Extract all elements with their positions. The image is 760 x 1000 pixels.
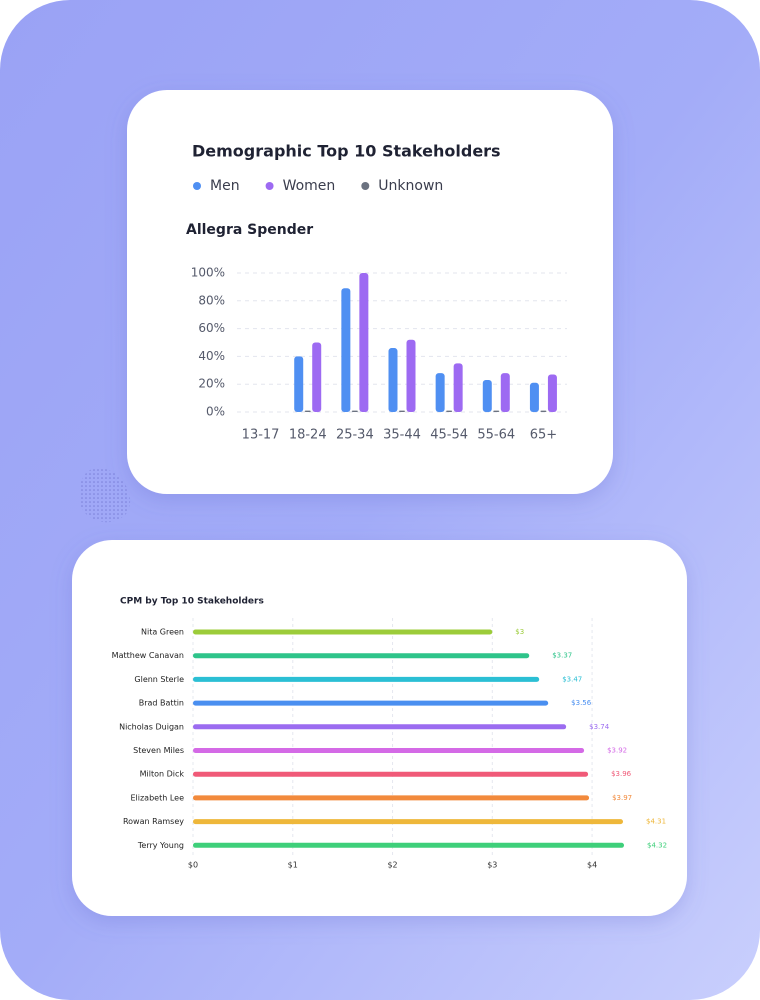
legend-marker: [193, 182, 201, 190]
y-tick-label: 0%: [206, 405, 225, 419]
bar: [482, 380, 492, 412]
chart-title: CPM by Top 10 Stakeholders: [120, 597, 264, 607]
chart: CPM by Top 10 Stakeholders $0 $1 $2 $3 $4 Nit…: [112, 597, 667, 870]
value-label: $4.31: [646, 818, 666, 826]
bar: [193, 771, 589, 777]
x-tick-label: $3: [487, 861, 497, 870]
legend-marker: [265, 182, 274, 190]
legend-marker: [361, 182, 370, 190]
value-label: $3.97: [612, 794, 632, 802]
x-tick-label: 18-24: [289, 428, 327, 443]
y-tick-label: 80%: [198, 293, 225, 307]
bar: [193, 819, 624, 825]
chart-title: Demographic Top 10 Stakeholders: [192, 142, 501, 161]
x-tick-label: 35-44: [383, 428, 421, 443]
bar: [435, 373, 445, 412]
bar: [446, 410, 453, 412]
value-label: $3.74: [589, 723, 610, 731]
x-tick-label: $1: [288, 861, 298, 870]
x-tick-label: $4: [587, 861, 597, 870]
x-tick-label: 55-64: [477, 428, 515, 443]
bar: [341, 288, 351, 412]
category-label: Brad Battin: [139, 699, 184, 708]
value-label: $3.47: [562, 675, 582, 683]
value-label: $4.32: [647, 841, 667, 849]
legend-label: Women: [283, 178, 336, 194]
bar: [304, 410, 311, 412]
category-label: Nicholas Duigan: [119, 722, 184, 731]
value-label: $3.96: [611, 770, 632, 778]
bar: [493, 410, 500, 412]
bar: [453, 363, 463, 412]
category-label: Matthew Canavan: [112, 651, 184, 660]
bar: [399, 410, 405, 412]
x-tick-label: 25-34: [336, 428, 374, 443]
x-tick-label: $0: [188, 861, 198, 870]
bar: [312, 342, 322, 412]
category-label: Rowan Ramsey: [123, 817, 184, 826]
chart: Demographic Top 10 Stakeholders Allegra …: [186, 142, 567, 443]
y-tick-label: 20%: [198, 377, 225, 391]
bar: [406, 339, 416, 412]
category-label: Steven Miles: [133, 746, 184, 755]
bar: [193, 748, 585, 753]
x-tick-label: 45-54: [430, 428, 468, 443]
x-tick-label: 65+: [530, 428, 557, 443]
x-tick-label: 13-17: [242, 428, 280, 443]
bar: [193, 629, 493, 635]
bar: [500, 373, 510, 412]
category-label: Terry Young: [137, 841, 184, 850]
bar: [294, 356, 304, 412]
bar: [351, 410, 358, 412]
bar: [193, 653, 530, 659]
bar: [359, 273, 369, 412]
bar: [540, 410, 547, 412]
bar: [193, 676, 540, 682]
category-label: Glenn Sterle: [134, 675, 184, 684]
bar: [529, 382, 539, 412]
y-tick-label: 40%: [198, 349, 225, 363]
decoration: [79, 468, 131, 523]
bar: [547, 374, 557, 412]
y-tick-label: 60%: [198, 321, 225, 335]
category-label: Elizabeth Lee: [130, 793, 184, 802]
bar: [193, 795, 590, 801]
value-label: $3.37: [552, 652, 572, 660]
value-label: $3.92: [607, 747, 627, 755]
value-label: $3.56: [571, 699, 592, 707]
category-label: Milton Dick: [140, 770, 185, 779]
bar: [193, 842, 625, 848]
chart-subtitle: Allegra Spender: [186, 222, 313, 238]
legend-label: Men: [210, 178, 240, 194]
bar: [193, 700, 549, 706]
value-label: $3: [515, 628, 524, 636]
legend-label: Unknown: [378, 178, 443, 194]
y-tick-label: 100%: [191, 266, 225, 280]
bar: [193, 724, 567, 730]
x-tick-label: $2: [387, 861, 397, 870]
category-label: Nita Green: [141, 628, 184, 637]
bar: [388, 348, 398, 412]
